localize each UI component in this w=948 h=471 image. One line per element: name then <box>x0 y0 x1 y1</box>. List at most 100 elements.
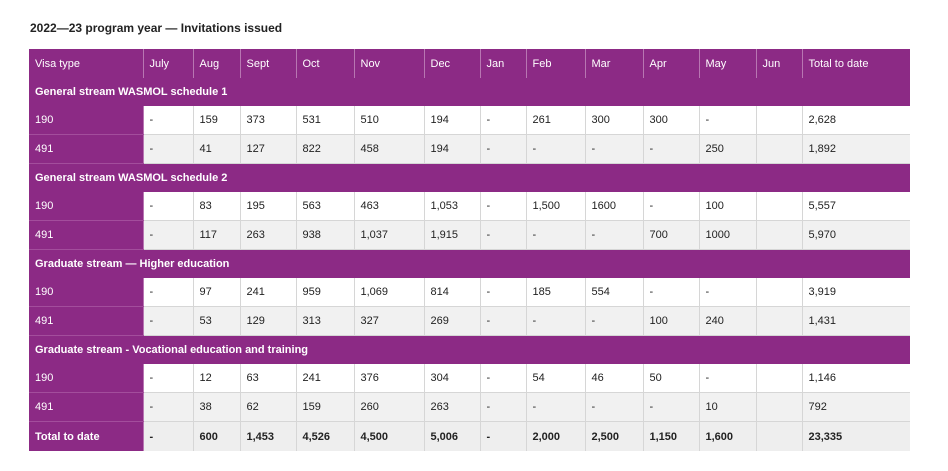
visa-type-cell: 491 <box>29 220 144 250</box>
column-header: Oct <box>296 49 355 78</box>
table-cell: 563 <box>296 192 355 221</box>
table-cell: - <box>480 364 527 393</box>
table-cell: 194 <box>424 134 481 164</box>
table-cell: 5,970 <box>802 220 910 250</box>
table-cell: 195 <box>240 192 297 221</box>
table-row: 190-12 63 241 376 304-54 46 50-1,146 <box>29 364 910 393</box>
column-header: Aug <box>193 49 241 78</box>
table-cell: - <box>526 220 586 250</box>
table-cell: - <box>699 364 757 393</box>
table-cell: 458 <box>354 134 425 164</box>
column-header: Mar <box>585 49 644 78</box>
total-cell: 1,600 <box>699 421 757 451</box>
table-body: General stream WASMOL schedule 1 190-159 3… <box>29 78 910 451</box>
table-row: 491-38 62 159 260 263- - - -10 792 <box>29 392 910 422</box>
column-header: Apr <box>643 49 700 78</box>
table-cell: 12 <box>193 364 241 393</box>
table-cell <box>756 392 803 422</box>
column-header: July <box>143 49 194 78</box>
table-row: 491-53 129 313 327 269- - -100 240 1,431 <box>29 306 910 336</box>
table-row: 190-83 195 563 463 1,053-1,500 1600-100 5,557 <box>29 192 910 221</box>
table-cell: 127 <box>240 134 297 164</box>
column-header: Sept <box>240 49 297 78</box>
total-cell: 5,006 <box>424 421 481 451</box>
invitations-table: Visa type July Aug Sept Oct Nov Dec Jan Feb Mar Ap… <box>29 49 910 451</box>
table-cell: 263 <box>240 220 297 250</box>
table-cell: 260 <box>354 392 425 422</box>
table-cell: - <box>480 106 527 135</box>
table-cell: 554 <box>585 278 644 307</box>
table-cell: 792 <box>802 392 910 422</box>
table-cell <box>756 278 803 307</box>
column-header: Jan <box>480 49 527 78</box>
page-title: 2022—23 program year — Invitations issue… <box>30 21 283 35</box>
table-cell: 117 <box>193 220 241 250</box>
table-cell: 10 <box>699 392 757 422</box>
table-cell: 159 <box>296 392 355 422</box>
visa-type-cell: 190 <box>29 278 144 307</box>
table-cell: - <box>143 278 194 307</box>
section-label: General stream WASMOL schedule 2 <box>29 163 910 192</box>
table-cell: 300 <box>585 106 644 135</box>
table-cell <box>756 220 803 250</box>
table-cell: 241 <box>240 278 297 307</box>
visa-type-cell: 190 <box>29 192 144 221</box>
section-label: Graduate stream — Higher education <box>29 249 910 278</box>
table-cell: 300 <box>643 106 700 135</box>
visa-type-cell: 190 <box>29 364 144 393</box>
table-cell: 822 <box>296 134 355 164</box>
table-cell: 159 <box>193 106 241 135</box>
section-header-row: Graduate stream — Higher education <box>29 249 910 278</box>
table-cell: - <box>643 192 700 221</box>
column-header: Total to date <box>802 49 910 78</box>
table-cell: - <box>643 134 700 164</box>
table-cell: - <box>143 134 194 164</box>
total-label: Total to date <box>29 421 144 451</box>
total-cell: 23,335 <box>802 421 910 451</box>
table-cell: - <box>643 392 700 422</box>
visa-type-cell: 491 <box>29 392 144 422</box>
table-row: 491-117 263 938 1,037 1,915- - -700 1000 5,970 <box>29 220 910 250</box>
table-cell: - <box>585 306 644 336</box>
total-cell: 1,150 <box>643 421 700 451</box>
table-cell: - <box>643 278 700 307</box>
table-cell: 50 <box>643 364 700 393</box>
total-row: Total to date -600 1,453 4,526 4,500 5,006-2,… <box>29 421 910 451</box>
section-header-row: General stream WASMOL schedule 1 <box>29 78 910 106</box>
visa-type-cell: 491 <box>29 306 144 336</box>
table-cell: 1,053 <box>424 192 481 221</box>
total-cell: - <box>143 421 194 451</box>
table-cell: 1,037 <box>354 220 425 250</box>
table-cell: - <box>480 192 527 221</box>
table-cell: 373 <box>240 106 297 135</box>
table-cell: 129 <box>240 306 297 336</box>
table-cell: 1,915 <box>424 220 481 250</box>
column-header: May <box>699 49 757 78</box>
table-cell: 327 <box>354 306 425 336</box>
table-cell: 240 <box>699 306 757 336</box>
table-cell: 54 <box>526 364 586 393</box>
table-cell: 185 <box>526 278 586 307</box>
table-cell <box>756 106 803 135</box>
table-cell: 38 <box>193 392 241 422</box>
table-cell: 2,628 <box>802 106 910 135</box>
table-cell: 376 <box>354 364 425 393</box>
table-cell: 194 <box>424 106 481 135</box>
table-cell: - <box>526 306 586 336</box>
column-header: Visa type <box>29 49 144 78</box>
table-cell <box>756 134 803 164</box>
table-cell: 63 <box>240 364 297 393</box>
table-cell: 1,069 <box>354 278 425 307</box>
table-cell: 700 <box>643 220 700 250</box>
table-cell: - <box>480 220 527 250</box>
table-cell: 62 <box>240 392 297 422</box>
table-cell: 463 <box>354 192 425 221</box>
table-cell: - <box>143 306 194 336</box>
table-cell: - <box>480 306 527 336</box>
table-cell: - <box>526 134 586 164</box>
table-cell: 510 <box>354 106 425 135</box>
section-label: Graduate stream - Vocational education a… <box>29 335 910 364</box>
total-cell: 1,453 <box>240 421 297 451</box>
section-label: General stream WASMOL schedule 1 <box>29 78 910 106</box>
table-cell: - <box>480 392 527 422</box>
